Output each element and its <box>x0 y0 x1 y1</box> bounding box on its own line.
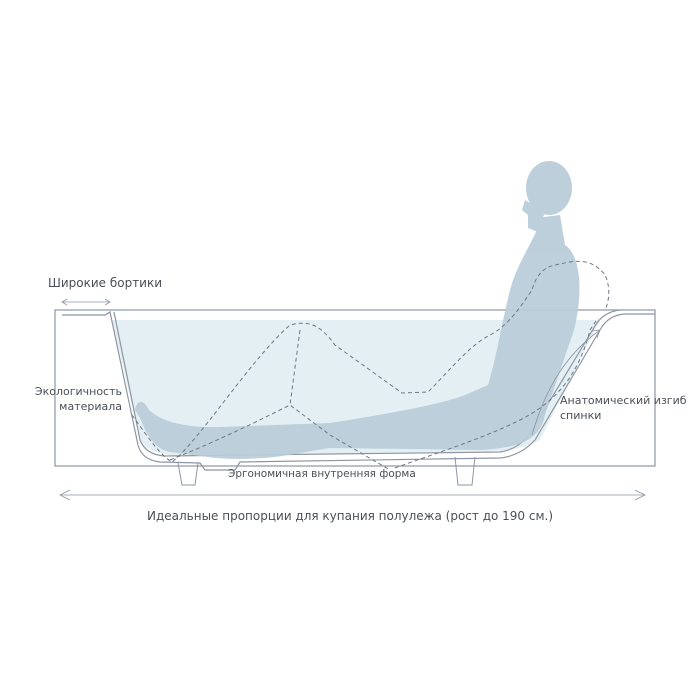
length-dimension-arrow <box>59 489 646 501</box>
dashed-positions <box>131 260 610 471</box>
tub-foot-right <box>454 456 476 486</box>
label-anatomic-back: Анатомический изгиб спинки <box>560 393 687 423</box>
anatomic-curve-arrowhead <box>591 329 601 339</box>
label-proportions: Идеальные пропорции для купания полулежа… <box>146 509 554 523</box>
tub-inner-wall <box>113 309 621 457</box>
tub-foot-left <box>177 462 199 486</box>
anatomic-curve-arrow <box>531 329 601 436</box>
label-eco-material-line2: материала <box>59 400 122 413</box>
wide-rims-arrow <box>61 298 111 306</box>
person-silhouette <box>135 161 580 459</box>
label-anatomic-back-line1: Анатомический изгиб <box>560 394 687 407</box>
label-ergonomic-shape: Эргономичная внутренняя форма <box>228 468 416 480</box>
label-anatomic-back-line2: спинки <box>560 409 602 422</box>
label-wide-rims: Широкие бортики <box>48 276 163 290</box>
label-eco-material: Экологичность материала <box>35 384 122 414</box>
tub-outer-box <box>54 309 656 467</box>
label-eco-material-line1: Экологичность <box>34 385 122 398</box>
tub-shell <box>62 311 655 471</box>
